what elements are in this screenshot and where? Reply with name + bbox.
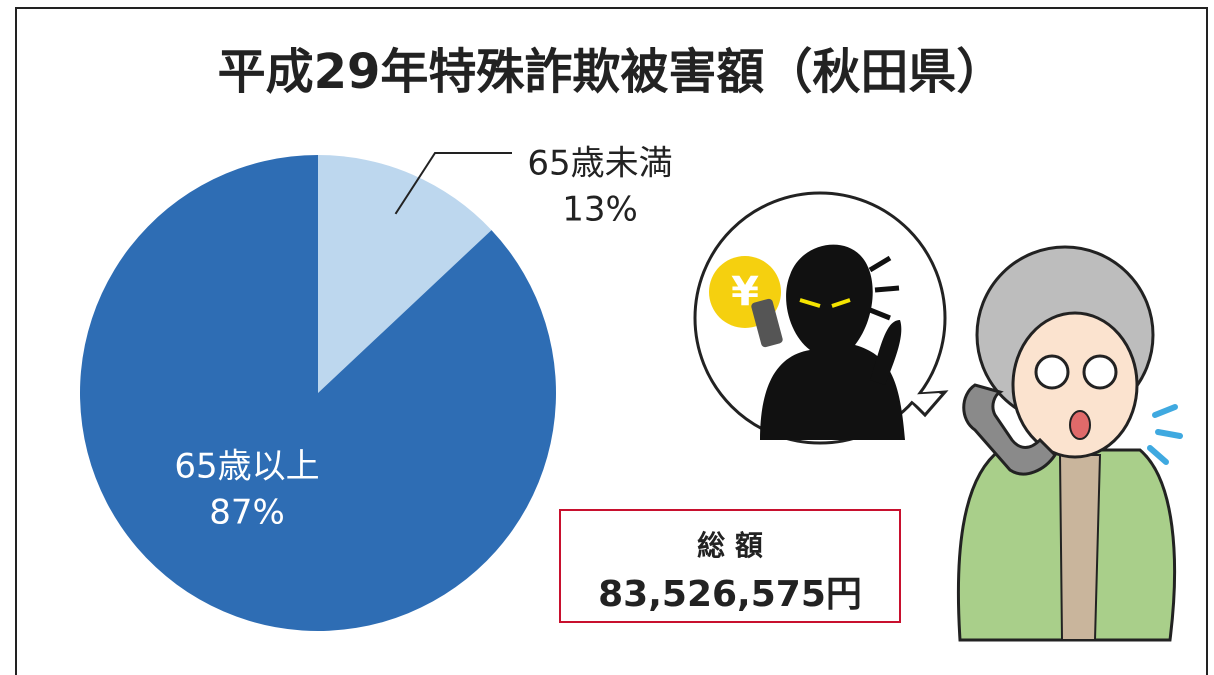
glasses (1034, 354, 1070, 390)
total-label: 総 額 (697, 529, 763, 562)
silhouette (760, 244, 905, 440)
sweat (1147, 404, 1183, 465)
slice-value-label: 87% (209, 493, 285, 533)
frame (15, 7, 1208, 675)
pie-slice (318, 155, 492, 393)
total-value: 83,526,575円 (598, 574, 862, 615)
total-box (559, 509, 901, 623)
shirt (1058, 454, 1102, 641)
leader-line (394, 152, 512, 215)
pie: 65歳未満 13% 65歳以上 87% (80, 144, 673, 632)
slice-value-label: 13% (562, 190, 638, 230)
bubble-join (905, 393, 940, 410)
face (1011, 311, 1139, 459)
silhouette-hand (870, 320, 902, 385)
eyes (799, 298, 851, 308)
slice-category-label: 65歳未満 (527, 144, 672, 184)
pie-slice (80, 155, 557, 632)
alert-lines (868, 255, 900, 321)
telephone (962, 383, 1057, 476)
chart-title: 平成29年特殊詐欺被害額（秋田県） (218, 44, 1005, 100)
slice-category-label: 65歳以上 (174, 447, 319, 487)
mobile-phone (751, 298, 783, 348)
mouth (1069, 410, 1091, 440)
glasses (1082, 354, 1118, 390)
illustration: ¥ (693, 191, 1183, 642)
